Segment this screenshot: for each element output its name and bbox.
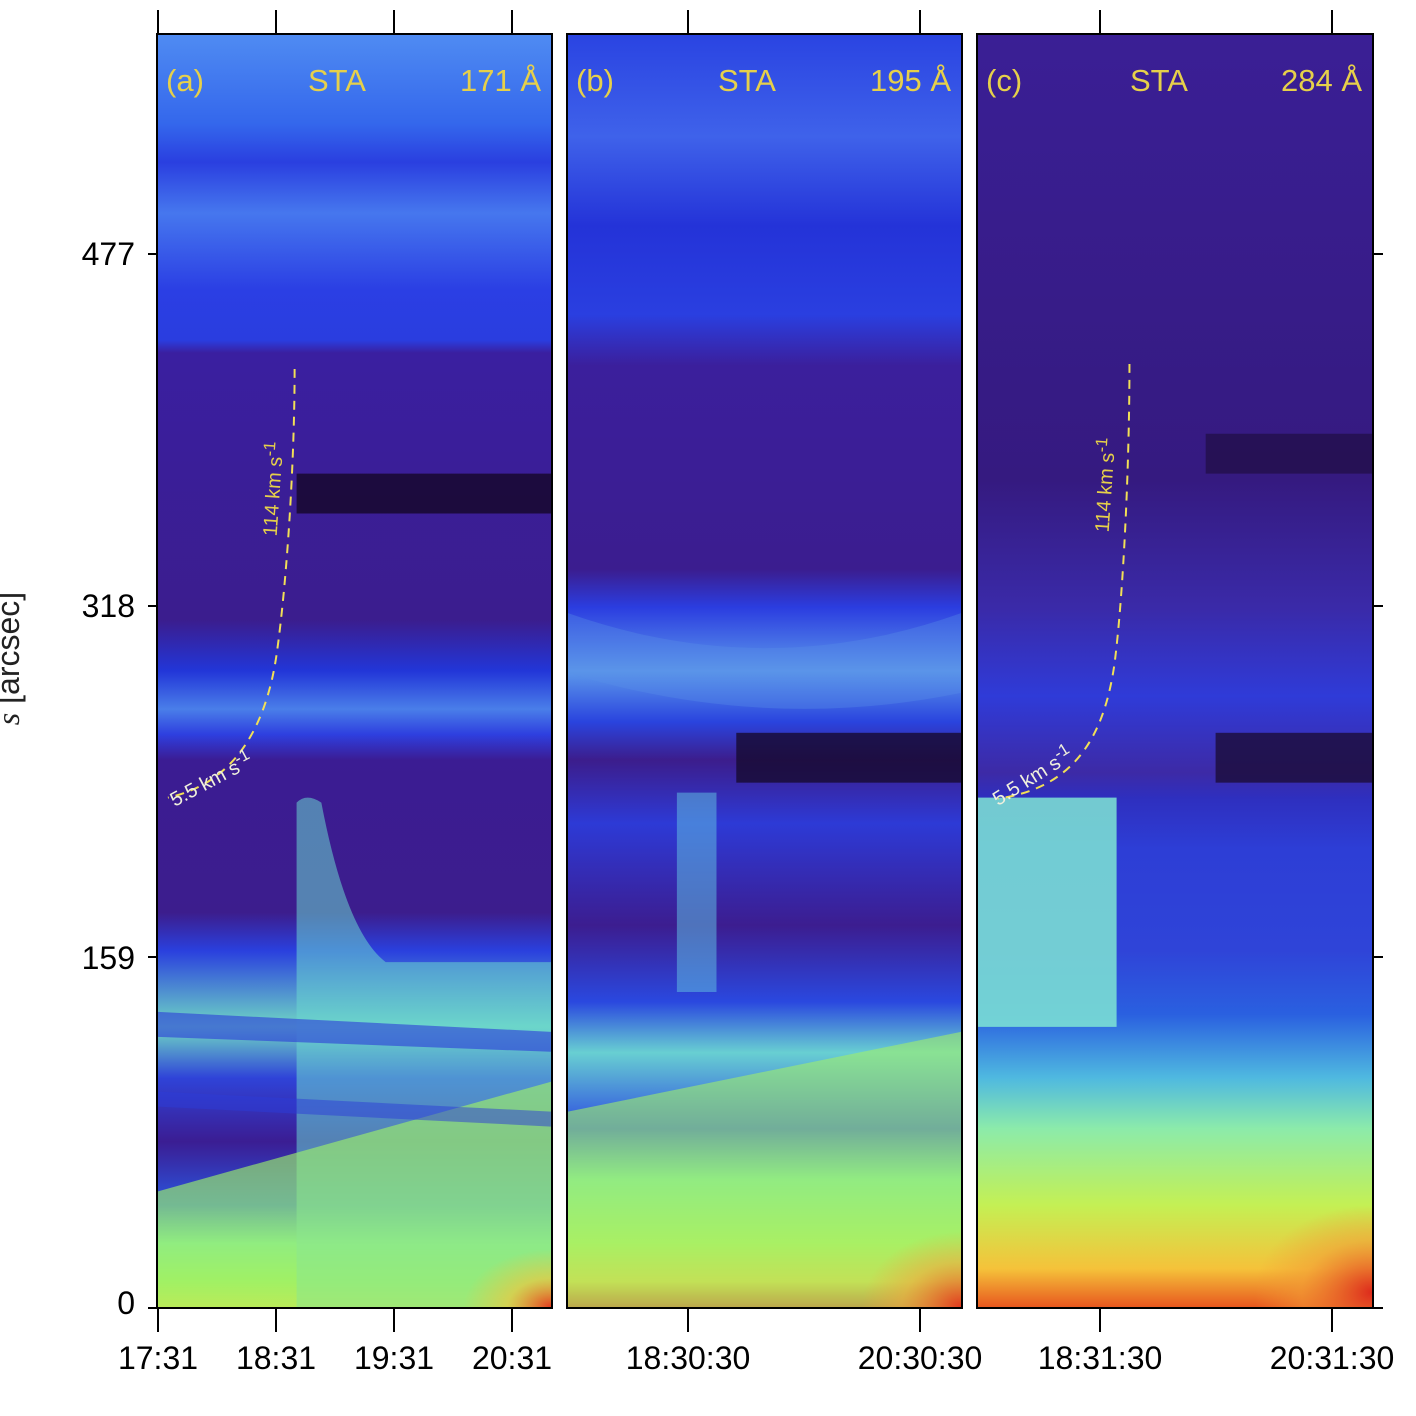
instrument-label: STA [718, 63, 776, 98]
panel-a-171: (a) STA 171 Å 114 km s-1 5.5 km s-1 [156, 33, 553, 1309]
x-tick [511, 10, 513, 33]
x-tick [275, 1309, 277, 1332]
x-tick-label: 20:31:30 [1269, 1340, 1395, 1376]
panel-tag: (c) [986, 63, 1023, 98]
x-tick [393, 10, 395, 33]
x-tick [275, 10, 277, 33]
x-tick [919, 10, 921, 33]
y-tick-label: 0 [117, 1285, 135, 1321]
y-tick [148, 253, 158, 255]
x-tick [1099, 10, 1101, 33]
x-tick [393, 1309, 395, 1332]
x-tick-label: 18:31 [235, 1340, 317, 1376]
x-tick [687, 10, 689, 33]
instrument-label: STA [308, 63, 366, 98]
panel-a-image [158, 35, 551, 1307]
panel-b-195: (b) STA 195 Å [566, 33, 963, 1309]
panel-tag: (a) [166, 63, 204, 98]
x-tick [511, 1309, 513, 1332]
y-tick-label: 477 [81, 236, 135, 272]
x-tick [1099, 1309, 1101, 1332]
panel-c-284: (c) STA 284 Å 114 km s-1 5.5 km s-1 [976, 33, 1374, 1309]
x-tick [1331, 1309, 1333, 1332]
y-tick-label: 159 [81, 940, 135, 976]
y-tick [148, 956, 158, 958]
instrument-label: STA [1130, 63, 1188, 98]
fast-speed-exponent: -1 [1091, 436, 1112, 453]
y-axis-unit: [arcsec] [0, 591, 27, 704]
fast-speed-text: 114 km s [259, 455, 288, 537]
x-tick-label: 20:30:30 [857, 1340, 983, 1376]
x-tick [1331, 10, 1333, 33]
panel-c-image [978, 35, 1372, 1307]
y-tick [148, 1307, 158, 1309]
y-tick [1373, 605, 1383, 607]
wavelength-label: 171 Å [459, 63, 541, 98]
y-tick [1373, 956, 1383, 958]
panel-tag: (b) [576, 63, 614, 98]
x-tick-label: 18:30:30 [625, 1340, 751, 1376]
x-tick [687, 1309, 689, 1332]
x-tick-label: 19:31 [353, 1340, 435, 1376]
x-tick [919, 1309, 921, 1332]
x-tick [157, 1309, 159, 1332]
y-tick-label: 318 [81, 588, 135, 624]
wavelength-label: 284 Å [1280, 63, 1362, 98]
y-tick [1373, 1307, 1383, 1309]
x-tick [157, 10, 159, 33]
x-tick-label: 20:31 [471, 1340, 553, 1376]
fast-speed-text: 114 km s [1091, 451, 1120, 533]
x-tick-label: 18:31:30 [1037, 1340, 1163, 1376]
y-tick [148, 605, 158, 607]
y-axis-variable: s [0, 713, 26, 725]
x-tick-label: 17:31 [117, 1340, 199, 1376]
wavelength-label: 195 Å [869, 63, 951, 98]
fast-speed-exponent: -1 [259, 440, 280, 457]
y-tick [1373, 253, 1383, 255]
panel-b-image [568, 35, 961, 1307]
y-axis-label: s [arcsec] [0, 592, 27, 725]
